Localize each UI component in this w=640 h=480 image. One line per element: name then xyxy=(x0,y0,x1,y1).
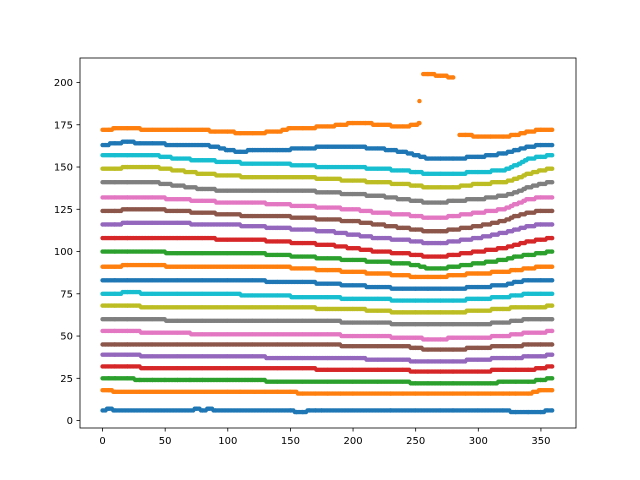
series-point xyxy=(550,328,555,334)
series-3 xyxy=(100,364,555,374)
series-2 xyxy=(100,376,555,386)
series-0 xyxy=(100,406,555,415)
series-point xyxy=(550,352,555,357)
series-point xyxy=(550,364,555,369)
series-point xyxy=(550,291,555,296)
series-point xyxy=(550,408,555,413)
series-point xyxy=(550,222,555,227)
series-4 xyxy=(100,352,555,364)
series-point xyxy=(550,235,555,241)
series-point xyxy=(550,249,555,254)
series-point xyxy=(550,316,555,322)
series-point xyxy=(550,264,555,269)
series-point xyxy=(550,376,555,381)
series-point xyxy=(550,387,555,393)
series-1 xyxy=(100,387,555,396)
series-layer xyxy=(100,71,555,415)
series-point xyxy=(550,303,555,308)
series-point xyxy=(550,342,555,347)
series-point xyxy=(550,278,555,283)
